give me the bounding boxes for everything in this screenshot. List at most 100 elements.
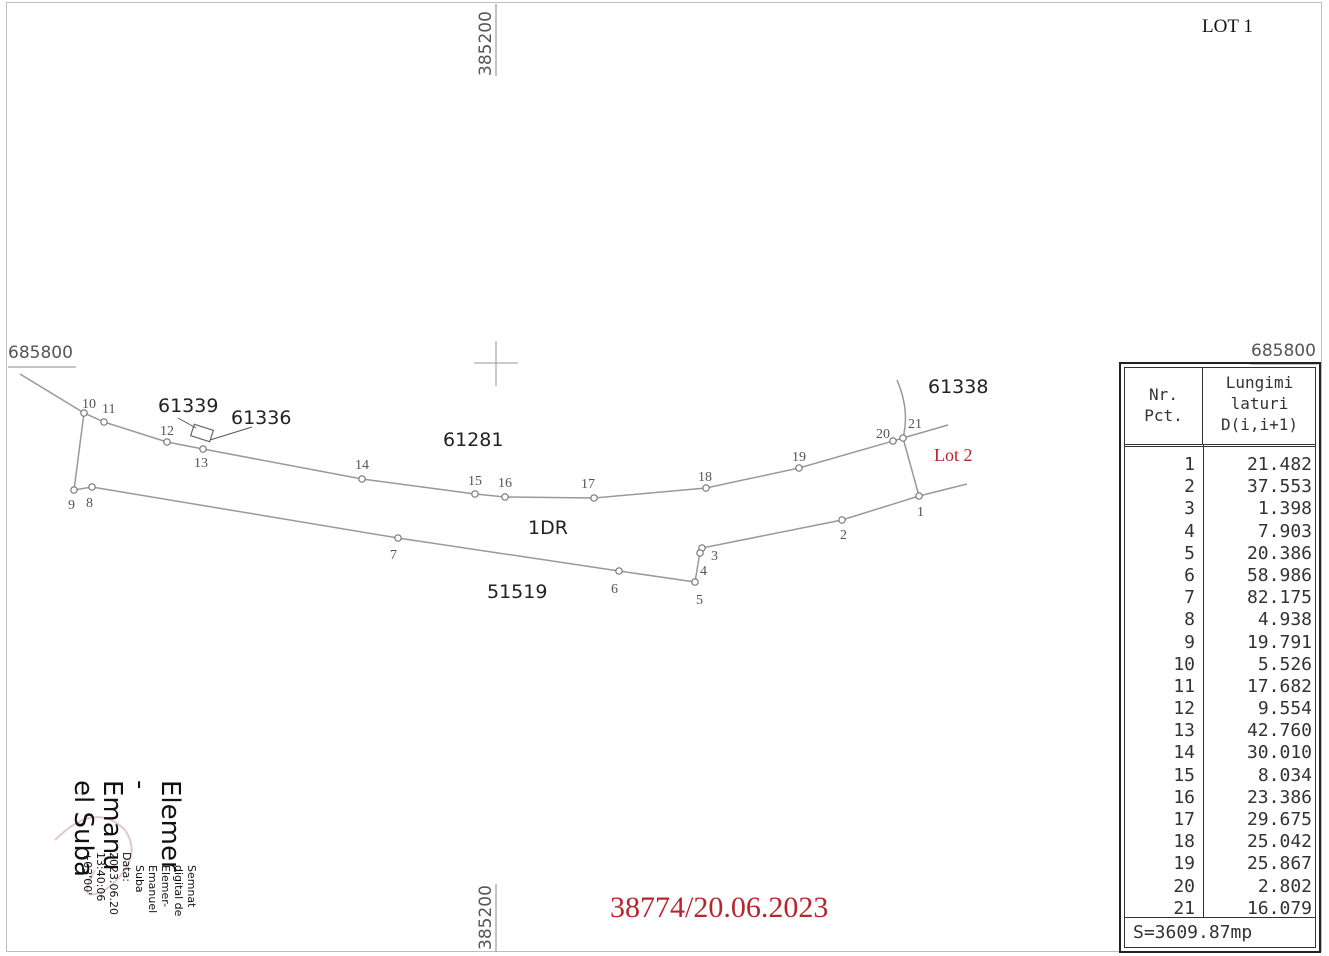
side-length-cell: 25.867	[1246, 853, 1312, 875]
side-length-cell: 58.986	[1246, 564, 1312, 586]
table-row: 1 21.482	[1125, 454, 1315, 476]
building-outline	[189, 423, 215, 443]
side-length-cell: 17.682	[1246, 675, 1312, 697]
lot2-label: Lot 2	[934, 445, 973, 465]
vertex-11	[100, 418, 108, 426]
vertex-19	[795, 464, 803, 472]
table-row: 12 9.554	[1125, 698, 1315, 720]
lot-label: LOT 1	[1202, 16, 1253, 37]
vertex-13	[199, 445, 207, 453]
point-label-12: 12	[160, 424, 174, 439]
table-row: 6 58.986	[1125, 565, 1315, 587]
point-number-cell: 21	[1173, 897, 1195, 919]
side-length-cell: 7.903	[1257, 520, 1312, 542]
vertex-17	[590, 494, 598, 502]
vertex-4	[696, 549, 704, 557]
signature-small-line7: 2023.06.20	[107, 852, 120, 915]
header-nr-line2: Pct.	[1144, 406, 1183, 425]
table-row: 18 25.042	[1125, 831, 1315, 853]
table-row: 20 2.802	[1125, 876, 1315, 898]
header-len-line2: laturi	[1230, 394, 1289, 413]
point-number-cell: 10	[1173, 653, 1195, 675]
point-number-cell: 3	[1184, 498, 1195, 520]
side-length-cell: 4.938	[1257, 609, 1312, 631]
table-row: 21 16.079	[1125, 898, 1315, 920]
signature-small-line3: Elemer-	[159, 865, 172, 908]
digital-signature: Elemer - Emanu el Suba Semnat digital de…	[45, 780, 225, 930]
vertex-markers	[70, 409, 923, 586]
table-row: 15 8.034	[1125, 765, 1315, 787]
side-length-cell: 8.034	[1257, 764, 1312, 786]
table-row: 14 30.010	[1125, 742, 1315, 764]
signature-small-line1: Semnat	[185, 865, 198, 908]
parcel-boundary	[73, 411, 920, 583]
parcel-label-61336: 61336	[231, 407, 291, 429]
vertex-1	[915, 492, 923, 500]
point-number-cell: 19	[1173, 853, 1195, 875]
vertex-8	[88, 483, 96, 491]
side-length-cell: 9.554	[1257, 698, 1312, 720]
vertex-21	[899, 434, 907, 442]
point-label-1: 1	[917, 505, 924, 520]
point-number-cell: 8	[1184, 609, 1195, 631]
point-label-18: 18	[698, 470, 712, 485]
point-label-20: 20	[876, 427, 890, 442]
point-label-7: 7	[390, 548, 397, 563]
vertex-9	[70, 486, 78, 494]
boundary-ext-ne	[902, 424, 949, 439]
side-length-cell: 37.553	[1246, 476, 1312, 498]
point-number-cell: 11	[1173, 675, 1195, 697]
side-length-cell: 5.526	[1257, 653, 1312, 675]
vertex-20	[889, 437, 897, 445]
point-number-cell: 18	[1173, 831, 1195, 853]
side-length-cell: 19.791	[1246, 631, 1312, 653]
table-row: 9 19.791	[1125, 632, 1315, 654]
vertex-14	[358, 475, 366, 483]
signature-small-line9: +03'00'	[81, 852, 94, 896]
point-number-cell: 20	[1173, 875, 1195, 897]
point-number-cell: 14	[1173, 742, 1195, 764]
point-label-15: 15	[468, 474, 482, 489]
vertex-2	[838, 516, 846, 524]
side-length-cell: 29.675	[1246, 809, 1312, 830]
point-label-13: 13	[194, 456, 208, 471]
vertex-10	[80, 409, 88, 417]
table-row: 16 23.386	[1125, 787, 1315, 809]
area-total: S=3609.87mp	[1125, 917, 1315, 947]
point-label-4: 4	[700, 564, 707, 579]
point-label-2: 2	[840, 528, 847, 543]
table-row: 5 20.386	[1125, 543, 1315, 565]
signature-scribble-icon	[54, 816, 133, 896]
vertex-15	[471, 490, 479, 498]
point-label-8: 8	[86, 496, 93, 511]
point-label-6: 6	[611, 582, 618, 597]
side-length-cell: 1.398	[1257, 498, 1312, 520]
point-number-cell: 7	[1184, 587, 1195, 609]
vertex-7	[394, 534, 402, 542]
vertex-16	[501, 493, 509, 501]
point-number-cell: 4	[1184, 520, 1195, 542]
signature-name-line1: Elemer	[155, 780, 185, 872]
side-length-cell: 82.175	[1246, 587, 1312, 609]
point-number-cell: 13	[1173, 720, 1195, 742]
table-row: 4 7.903	[1125, 521, 1315, 543]
point-number-cell: 2	[1184, 476, 1195, 498]
header-lengths: Lungimi laturi D(i,i+1)	[1204, 368, 1315, 444]
point-number-cell: 17	[1173, 809, 1195, 830]
point-number-cell: 6	[1184, 564, 1195, 586]
table-row: 3 1.398	[1125, 498, 1315, 520]
side-length-cell: 25.042	[1246, 831, 1312, 853]
boundary-ext-n	[896, 379, 907, 439]
header-nr-line1: Nr.	[1149, 385, 1178, 404]
header-len-line1: Lungimi	[1225, 373, 1294, 392]
vertex-6	[615, 567, 623, 575]
vertex-5	[691, 578, 699, 586]
point-number-cell: 12	[1173, 698, 1195, 720]
map-frame	[6, 2, 1322, 952]
signature-small-line5: Suba	[133, 865, 146, 893]
point-label-11: 11	[102, 402, 115, 417]
header-len-line3: D(i,i+1)	[1220, 415, 1299, 434]
point-number-cell: 5	[1184, 542, 1195, 564]
side-length-cell: 2.802	[1257, 875, 1312, 897]
